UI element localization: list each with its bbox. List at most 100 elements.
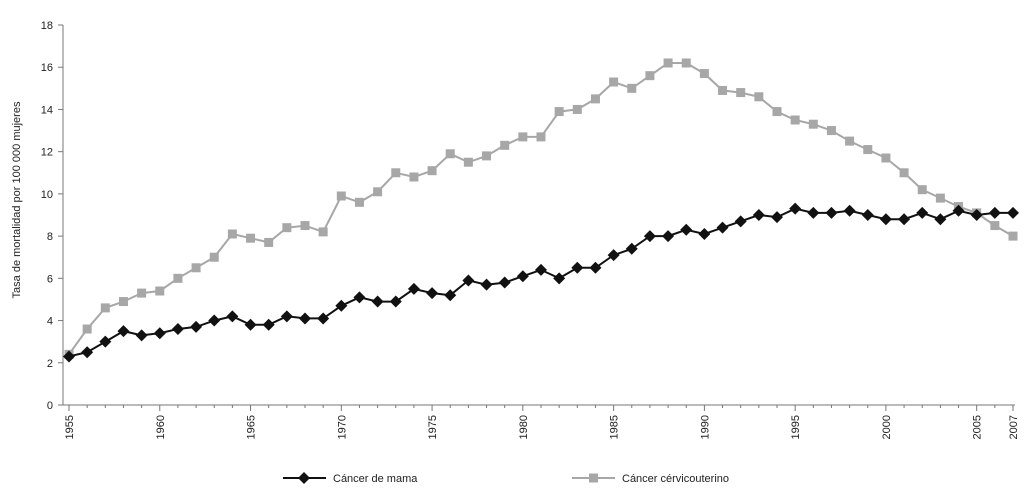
legend-marker-cervicouterino bbox=[589, 473, 598, 483]
data-point-mama bbox=[262, 318, 275, 331]
series-layer bbox=[63, 58, 1019, 363]
data-point-mama bbox=[190, 320, 203, 333]
data-point-cervicouterino bbox=[572, 104, 582, 114]
data-point-mama bbox=[934, 213, 947, 226]
data-point-cervicouterino bbox=[391, 168, 401, 178]
data-point-mama bbox=[1007, 206, 1019, 219]
data-point-mama bbox=[516, 270, 529, 283]
y-tick-label: 16 bbox=[41, 62, 53, 74]
data-point-mama bbox=[389, 295, 402, 308]
x-tick-label: 1960 bbox=[155, 415, 167, 439]
data-point-cervicouterino bbox=[536, 132, 546, 142]
y-tick-label: 8 bbox=[47, 231, 53, 243]
data-point-cervicouterino bbox=[373, 187, 383, 197]
data-point-mama bbox=[625, 242, 638, 255]
data-point-mama bbox=[244, 318, 257, 331]
data-point-mama bbox=[371, 295, 384, 308]
data-point-mama bbox=[426, 287, 439, 300]
data-point-cervicouterino bbox=[246, 233, 256, 243]
data-point-cervicouterino bbox=[845, 136, 855, 146]
data-point-cervicouterino bbox=[808, 119, 818, 129]
data-point-cervicouterino bbox=[863, 145, 873, 155]
data-point-cervicouterino bbox=[681, 58, 691, 68]
data-point-cervicouterino bbox=[627, 83, 637, 93]
x-tick-label: 1975 bbox=[427, 415, 439, 439]
data-point-mama bbox=[698, 228, 711, 240]
data-point-mama bbox=[407, 282, 420, 295]
x-tick-label: 1965 bbox=[246, 415, 258, 439]
x-axis: 1955 1960 1965 1970 1975 1980 1985 1990 1995 2000… bbox=[63, 404, 1020, 439]
data-point-mama bbox=[553, 272, 566, 285]
data-point-cervicouterino bbox=[191, 263, 201, 273]
data-point-mama bbox=[335, 299, 348, 312]
data-point-mama bbox=[607, 249, 620, 262]
data-point-cervicouterino bbox=[699, 69, 709, 79]
data-point-cervicouterino bbox=[354, 197, 364, 207]
data-point-cervicouterino bbox=[935, 193, 945, 203]
data-point-mama bbox=[916, 206, 929, 219]
data-point-cervicouterino bbox=[1008, 231, 1018, 241]
data-point-mama bbox=[571, 261, 584, 274]
data-point-mama bbox=[898, 213, 911, 226]
data-point-cervicouterino bbox=[554, 107, 564, 117]
x-tick-label: 1980 bbox=[518, 415, 530, 439]
data-point-mama bbox=[970, 209, 983, 221]
data-point-mama bbox=[825, 206, 838, 219]
data-point-cervicouterino bbox=[100, 303, 110, 313]
data-point-mama bbox=[226, 310, 239, 323]
data-point-cervicouterino bbox=[518, 132, 528, 142]
data-point-mama bbox=[988, 206, 1001, 219]
data-point-cervicouterino bbox=[445, 149, 455, 159]
data-point-cervicouterino bbox=[790, 115, 800, 125]
data-point-mama bbox=[317, 312, 330, 325]
y-tick-label: 4 bbox=[47, 316, 53, 328]
data-point-mama bbox=[280, 310, 293, 323]
data-point-cervicouterino bbox=[173, 273, 183, 283]
legend-item-cervicouterino: Cáncer cérvicouterino bbox=[572, 473, 729, 485]
legend-marker-mama bbox=[298, 472, 310, 484]
data-point-mama bbox=[861, 209, 874, 221]
y-tick-label: 18 bbox=[41, 20, 53, 32]
data-point-cervicouterino bbox=[990, 221, 1000, 231]
data-point-mama bbox=[208, 314, 221, 327]
data-point-mama bbox=[716, 221, 729, 234]
data-point-mama bbox=[353, 291, 366, 304]
x-tick-label: 1970 bbox=[336, 415, 348, 439]
data-point-cervicouterino bbox=[590, 94, 600, 104]
data-point-mama bbox=[589, 261, 602, 274]
data-point-cervicouterino bbox=[718, 85, 728, 95]
data-point-mama bbox=[81, 346, 94, 359]
data-point-mama bbox=[153, 327, 166, 340]
x-tick-label: 2007 bbox=[1008, 415, 1020, 439]
data-point-mama bbox=[643, 230, 656, 243]
data-point-cervicouterino bbox=[264, 237, 274, 247]
data-point-cervicouterino bbox=[318, 227, 328, 237]
data-point-cervicouterino bbox=[463, 157, 473, 167]
data-point-cervicouterino bbox=[609, 77, 619, 87]
y-tick-label: 14 bbox=[41, 104, 53, 116]
data-point-cervicouterino bbox=[336, 191, 346, 201]
data-point-mama bbox=[171, 323, 184, 335]
y-tick-label: 0 bbox=[47, 400, 53, 412]
data-point-mama bbox=[807, 206, 820, 219]
data-point-mama bbox=[662, 230, 675, 243]
data-point-mama bbox=[843, 204, 856, 217]
data-point-cervicouterino bbox=[663, 58, 673, 68]
y-tick-label: 2 bbox=[47, 358, 53, 370]
legend-label-cervicouterino: Cáncer cérvicouterino bbox=[622, 473, 729, 485]
data-point-mama bbox=[63, 350, 75, 363]
data-point-mama bbox=[135, 329, 148, 342]
data-point-mama bbox=[462, 274, 475, 287]
x-tick-label: 1990 bbox=[699, 415, 711, 439]
y-axis: 0 2 4 6 8 10 12 14 16 18 bbox=[41, 20, 64, 412]
series-line-mama bbox=[68, 207, 1013, 358]
data-point-mama bbox=[952, 204, 965, 217]
legend: Cáncer de mama Cáncer cérvicouterino bbox=[283, 472, 729, 485]
data-point-cervicouterino bbox=[736, 88, 746, 98]
data-point-mama bbox=[444, 289, 457, 302]
data-point-mama bbox=[789, 202, 802, 215]
data-point-cervicouterino bbox=[227, 229, 237, 239]
data-point-mama bbox=[299, 312, 311, 325]
y-tick-label: 6 bbox=[47, 273, 53, 285]
